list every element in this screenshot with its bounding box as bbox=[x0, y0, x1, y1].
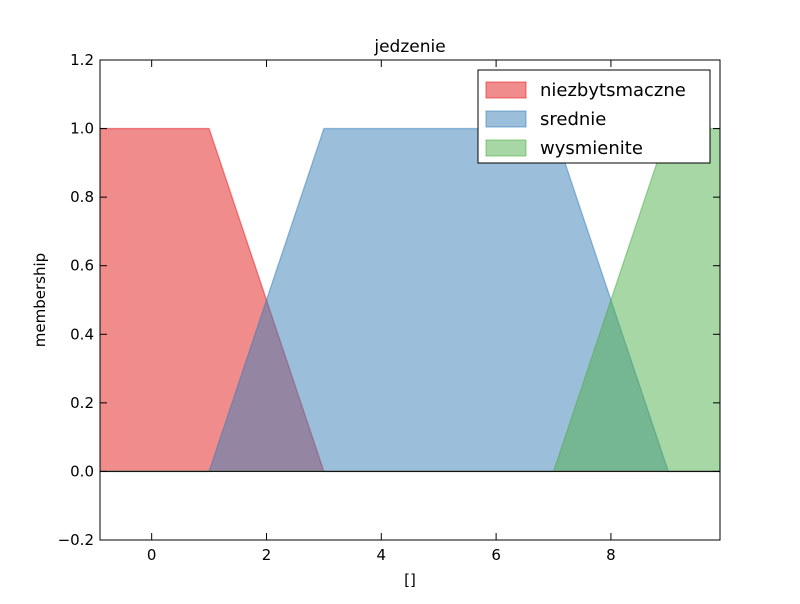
plot-frame bbox=[99, 59, 721, 541]
area-srednie bbox=[100, 128, 720, 472]
axis-ticks: 0 2 4 6 8 −0.2 0.0 0.2 0.4 0.6 0.8 1.0 1.2 bbox=[58, 51, 720, 564]
y-axis-label: membership bbox=[31, 253, 49, 347]
y-tick-label: 0.6 bbox=[70, 257, 94, 275]
legend-label-niezbytsmaczne: niezbytsmaczne bbox=[540, 80, 686, 101]
legend-label-wysmienite: wysmienite bbox=[540, 138, 643, 159]
chart-title: jedzenie bbox=[373, 37, 445, 57]
y-tick-label: 0.8 bbox=[70, 188, 94, 206]
legend-label-srednie: srednie bbox=[540, 109, 606, 130]
y-tick-label: 0.4 bbox=[70, 325, 94, 343]
series-areas bbox=[100, 127, 720, 473]
y-tick-label: −0.2 bbox=[58, 531, 94, 549]
x-tick-label: 2 bbox=[262, 546, 272, 564]
y-tick-label: 0.0 bbox=[70, 462, 94, 480]
legend: niezbytsmaczne srednie wysmienite bbox=[477, 69, 711, 164]
legend-swatch-wysmienite bbox=[485, 139, 527, 157]
legend-swatch-srednie bbox=[485, 110, 527, 128]
y-tick-label: 1.2 bbox=[70, 51, 94, 69]
x-tick-label: 8 bbox=[606, 546, 616, 564]
x-tick-label: 0 bbox=[147, 546, 157, 564]
legend-swatch-niezbytsmaczne bbox=[485, 81, 527, 99]
x-tick-label: 6 bbox=[491, 546, 501, 564]
y-tick-label: 1.0 bbox=[70, 120, 94, 138]
y-tick-label: 0.2 bbox=[70, 394, 94, 412]
x-tick-label: 4 bbox=[377, 546, 387, 564]
x-axis-label: [] bbox=[404, 571, 416, 589]
